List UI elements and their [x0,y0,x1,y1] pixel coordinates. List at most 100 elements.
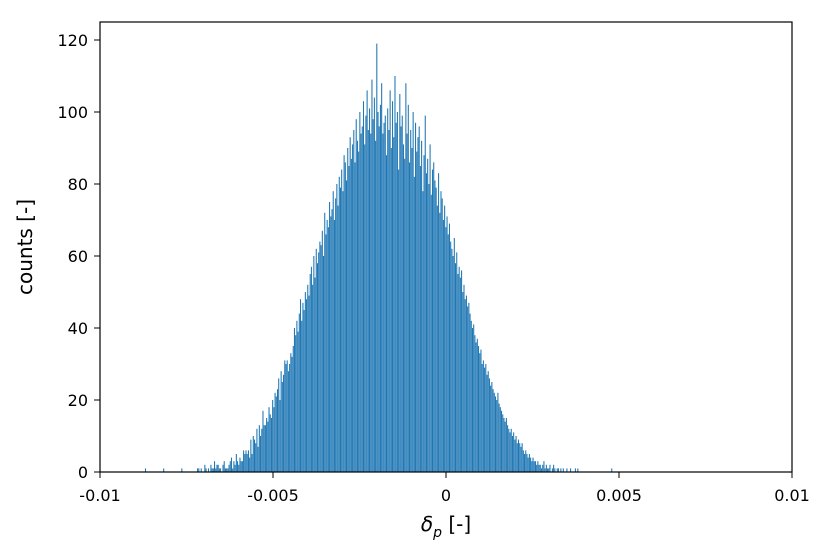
histogram-bar [392,101,394,472]
y-tick-label: 100 [57,103,88,122]
histogram-bar [549,464,551,472]
histogram-bar [349,137,351,472]
histogram-bar [235,454,237,472]
histogram-bar [417,137,419,472]
histogram-bar [539,464,541,472]
histogram-bar [323,256,325,472]
histogram-bar [520,446,522,472]
histogram-bar [370,133,372,472]
histogram-bar [421,140,423,473]
x-tick-label: 0.005 [596,486,642,505]
x-axis-label-unit: [-] [442,512,471,536]
histogram-bar [244,454,246,472]
histogram-bar [530,457,532,472]
histogram-bar [296,320,298,472]
histogram-bar [310,266,312,472]
histogram-bar [318,252,320,472]
histogram-bar [532,457,534,472]
histogram-bar [249,457,251,472]
histogram-bar [405,83,407,472]
histogram-bar [485,364,487,472]
histogram-bar [204,464,206,472]
histogram-bar [440,191,442,472]
histogram-bar [525,450,527,472]
histogram-bar [326,220,328,472]
histogram-bar [453,238,455,472]
histogram-bar [268,407,270,472]
histogram-bar [286,360,288,472]
histogram-bar [229,461,231,472]
histogram-bar [497,392,499,472]
histogram-bar [373,97,375,472]
histogram-bar [439,212,441,473]
histogram-bar [356,140,358,473]
histogram-bar [507,425,509,472]
histogram-bar [285,364,287,472]
histogram-bar [360,133,362,472]
histogram-bar [385,155,388,472]
histogram-bar [274,392,276,472]
y-tick-label: 60 [68,247,88,266]
x-axis-label: δp [-] [421,512,471,541]
histogram-bar [395,122,397,473]
histogram-bar [480,349,482,472]
histogram-bar [341,169,343,472]
histogram-bar [292,346,294,472]
histogram-bar [498,403,500,472]
histogram-bar [471,328,474,472]
histogram-bar [377,112,379,472]
histogram-bar [233,461,235,472]
histogram-bar [494,396,497,472]
histogram-bar [422,191,424,472]
histogram-bar [316,263,318,472]
histogram-bar [216,464,218,472]
histogram-bar [276,389,279,472]
histogram-bar [510,428,512,472]
histogram-bar [212,468,214,472]
histogram-bar [304,292,306,472]
histogram-bar [423,155,425,472]
histogram-bar [367,130,369,472]
x-tick-label: -0.005 [247,486,299,505]
histogram-bar [393,137,395,472]
histogram-bar [332,191,334,472]
histogram-bar [269,414,271,472]
histogram-bar [330,216,332,472]
histogram-bar [408,162,411,472]
histogram-bar [556,468,558,472]
histogram-bar [413,176,415,473]
histogram-bar [501,410,503,472]
histogram-bar [481,364,483,472]
histogram-bar [306,299,308,472]
histogram-bar [359,112,361,472]
histogram-bar [197,468,199,472]
histogram-bar [416,151,418,472]
histogram-bar [312,284,314,472]
histogram-bar [283,374,285,472]
histogram-bar [390,148,392,472]
histogram-bar [325,234,327,472]
histogram-bar [509,432,511,472]
histogram-bar [253,439,256,472]
histogram-bar [338,176,340,473]
histogram-bar [406,133,408,472]
x-tick-label: -0.01 [79,486,120,505]
histogram-bar [427,158,429,473]
histogram-bar [227,468,229,472]
histogram-bar [220,468,222,472]
histogram-bar [243,450,245,472]
histogram-bar [343,155,345,472]
histogram-bar [513,432,515,472]
histogram-bar [324,212,326,473]
histogram-bar [547,468,549,472]
histogram-bar [279,400,281,472]
histogram-bar [224,468,226,472]
histogram-bar [291,356,293,472]
histogram-bar [353,130,355,472]
histogram-bar [319,241,321,472]
histogram-bar [482,360,484,472]
histogram-bar [444,205,446,472]
histogram-bar [527,457,529,472]
histogram-bar [436,205,438,472]
histogram-bar [524,454,526,472]
